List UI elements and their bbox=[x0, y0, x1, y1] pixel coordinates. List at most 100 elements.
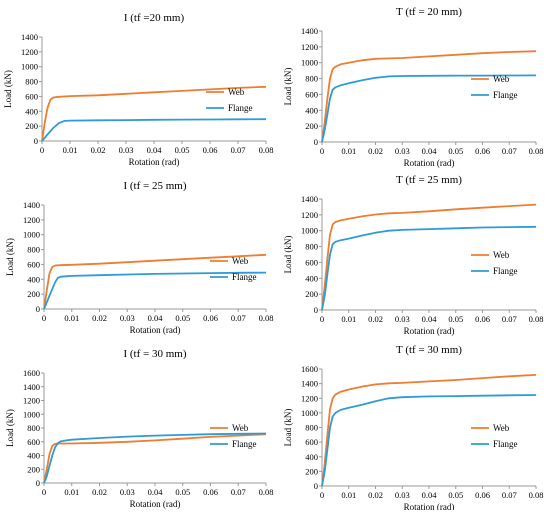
x-tick-label: 0.05 bbox=[175, 313, 190, 323]
chart-title: I (tf = 30 mm) bbox=[123, 348, 186, 360]
x-tick-label: 0.06 bbox=[475, 314, 490, 324]
y-axis-label: Load (kN) bbox=[5, 409, 15, 447]
x-tick-label: 0.08 bbox=[529, 146, 544, 156]
chart-title: I (tf = 25 mm) bbox=[123, 180, 186, 192]
x-tick-label: 0.03 bbox=[119, 145, 134, 155]
y-tick-label: 600 bbox=[305, 437, 318, 447]
y-tick-label: 0 bbox=[34, 136, 38, 146]
y-axis-label: Load (kN) bbox=[283, 236, 293, 274]
legend-label-web: Web bbox=[232, 423, 249, 433]
x-tick-label: 0.06 bbox=[203, 313, 218, 323]
y-tick-label: 1000 bbox=[301, 58, 318, 68]
y-tick-label: 800 bbox=[305, 74, 318, 84]
series-line-flange bbox=[321, 394, 537, 487]
x-tick-label: 0.07 bbox=[231, 487, 246, 497]
y-tick-label: 200 bbox=[25, 121, 38, 131]
x-tick-label: 0.08 bbox=[259, 313, 274, 323]
x-tick-label: 0.02 bbox=[92, 487, 107, 497]
x-tick-label: 0.04 bbox=[422, 490, 438, 500]
legend-label-flange: Flange bbox=[228, 103, 253, 113]
legend-label-web: Web bbox=[228, 87, 245, 97]
x-tick-label: 0.04 bbox=[422, 146, 438, 156]
legend-label-flange: Flange bbox=[493, 90, 518, 100]
x-tick-label: 0 bbox=[320, 314, 324, 324]
series-line-web bbox=[43, 253, 267, 310]
x-tick-label: 0.01 bbox=[341, 490, 356, 500]
x-tick-label: 0.05 bbox=[448, 146, 463, 156]
x-tick-label: 0.06 bbox=[203, 145, 218, 155]
y-tick-label: 400 bbox=[305, 105, 318, 115]
chart-title: I (tf =20 mm) bbox=[124, 12, 185, 24]
series-line-flange bbox=[43, 271, 267, 310]
y-tick-label: 200 bbox=[305, 289, 318, 299]
x-tick-label: 0.01 bbox=[64, 487, 79, 497]
x-axis-label: Rotation (rad) bbox=[404, 326, 455, 336]
series-line-web bbox=[43, 433, 267, 484]
x-tick-label: 0.04 bbox=[148, 487, 164, 497]
y-tick-label: 1600 bbox=[301, 364, 318, 374]
y-tick-label: 1200 bbox=[301, 210, 318, 220]
x-tick-label: 0.08 bbox=[259, 145, 274, 155]
y-tick-label: 1600 bbox=[23, 368, 40, 378]
y-tick-label: 400 bbox=[305, 452, 318, 462]
x-tick-label: 0.01 bbox=[341, 146, 356, 156]
y-tick-label: 1000 bbox=[301, 408, 318, 418]
x-tick-label: 0.03 bbox=[395, 490, 410, 500]
x-tick-label: 0 bbox=[40, 145, 44, 155]
x-tick-label: 0.06 bbox=[475, 490, 490, 500]
y-tick-label: 800 bbox=[305, 242, 318, 252]
legend-label-web: Web bbox=[493, 423, 510, 433]
series-line-flange bbox=[321, 74, 537, 143]
x-tick-label: 0.03 bbox=[120, 313, 135, 323]
x-tick-label: 0.03 bbox=[395, 146, 410, 156]
y-tick-label: 800 bbox=[25, 77, 38, 87]
x-tick-label: 0.06 bbox=[203, 487, 218, 497]
series-line-flange bbox=[41, 118, 267, 142]
x-tick-label: 0.07 bbox=[502, 490, 517, 500]
x-tick-label: 0.02 bbox=[91, 145, 106, 155]
y-tick-label: 1400 bbox=[21, 32, 38, 42]
x-tick-label: 0.06 bbox=[475, 146, 490, 156]
series-line-flange bbox=[321, 225, 537, 311]
y-tick-label: 800 bbox=[27, 245, 40, 255]
y-tick-label: 0 bbox=[314, 137, 318, 147]
y-tick-label: 600 bbox=[25, 91, 38, 101]
x-tick-label: 0.01 bbox=[63, 145, 78, 155]
x-tick-label: 0.04 bbox=[148, 313, 164, 323]
chart-title: T (tf = 20 mm) bbox=[396, 6, 462, 18]
x-tick-label: 0.05 bbox=[175, 145, 190, 155]
x-tick-label: 0.08 bbox=[259, 487, 274, 497]
chart-panel-5: I (tf = 30 mm) 0 200 400 600 800 1000 1200 1400 1… bbox=[5, 348, 273, 509]
x-tick-label: 0.02 bbox=[368, 146, 383, 156]
series-line-web bbox=[321, 374, 537, 487]
chart-panel-3: I (tf = 25 mm) 0 200 400 600 800 1000 1200 1400 0… bbox=[5, 180, 273, 335]
y-tick-label: 0 bbox=[314, 305, 318, 315]
x-tick-label: 0.07 bbox=[502, 146, 517, 156]
x-tick-label: 0.07 bbox=[231, 145, 246, 155]
y-tick-label: 800 bbox=[27, 423, 40, 433]
y-tick-label: 200 bbox=[27, 289, 40, 299]
x-axis-label: Rotation (rad) bbox=[129, 157, 180, 167]
legend-label-flange: Flange bbox=[493, 266, 518, 276]
chart-panel-6: T (tf = 30 mm) 0 200 400 600 800 1000 1200 1400 1… bbox=[283, 344, 543, 512]
series-line-flange bbox=[43, 432, 267, 484]
legend-label-flange: Flange bbox=[493, 439, 518, 449]
y-tick-label: 600 bbox=[305, 89, 318, 99]
x-tick-label: 0 bbox=[320, 146, 324, 156]
y-axis-label: Load (kN) bbox=[5, 238, 15, 276]
x-tick-label: 0.03 bbox=[395, 314, 410, 324]
y-tick-label: 1400 bbox=[301, 194, 318, 204]
x-tick-label: 0.01 bbox=[341, 314, 356, 324]
x-axis-label: Rotation (rad) bbox=[130, 499, 181, 509]
y-axis-label: Load (kN) bbox=[283, 68, 293, 106]
y-tick-label: 600 bbox=[27, 259, 40, 269]
y-tick-label: 0 bbox=[36, 478, 40, 488]
y-tick-label: 1000 bbox=[23, 409, 40, 419]
chart-panel-1: I (tf =20 mm) 0 200 400 600 800 1000 1200 1400 0 0… bbox=[3, 12, 273, 167]
x-axis-label: Rotation (rad) bbox=[404, 502, 455, 510]
y-tick-label: 1200 bbox=[23, 396, 40, 406]
y-tick-label: 1000 bbox=[23, 230, 40, 240]
x-tick-label: 0.04 bbox=[147, 145, 163, 155]
